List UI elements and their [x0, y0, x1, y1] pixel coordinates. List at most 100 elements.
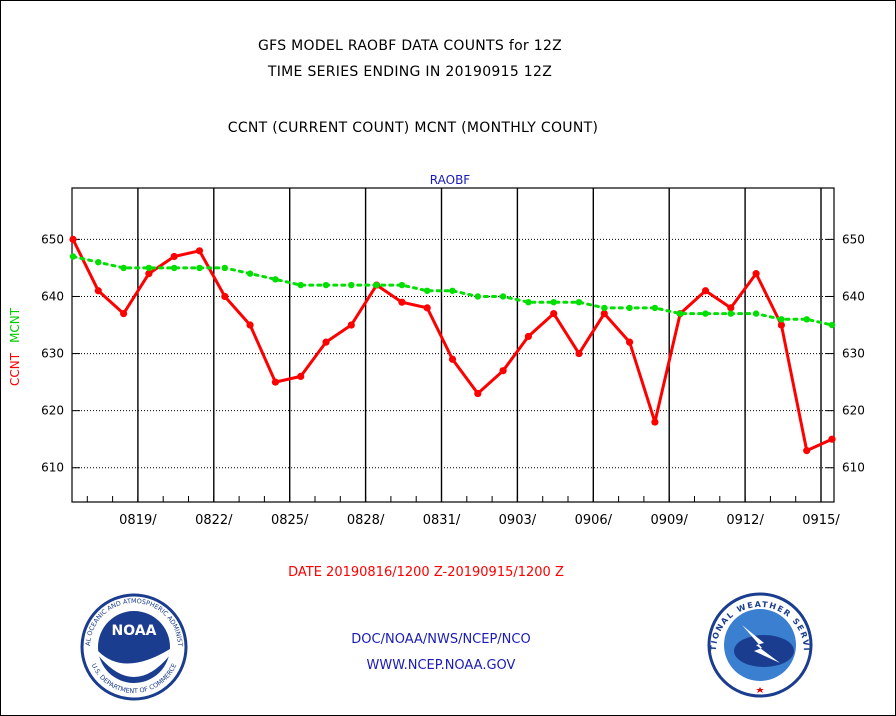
data-point-ccnt	[246, 321, 254, 329]
plot-title: RAOBF	[430, 173, 471, 187]
nws-ring-text: NATIONAL WEATHER SERVICE	[0, 0, 810, 652]
data-point-mcnt	[778, 316, 785, 323]
data-point-ccnt	[297, 372, 305, 380]
data-point-ccnt	[347, 321, 355, 329]
x-tick-label: 0819/	[119, 513, 157, 528]
x-tick-label: 0915/	[802, 513, 840, 528]
data-point-mcnt	[575, 298, 583, 306]
website-link[interactable]: WWW.NCEP.NOAA.GOV	[366, 658, 516, 673]
x-tick-label: 0825/	[271, 513, 309, 528]
y-tick-label-right: 630	[842, 347, 865, 361]
nws-star-icon	[756, 687, 764, 693]
data-point-ccnt	[626, 338, 634, 346]
grid-layer	[72, 188, 834, 502]
x-tick-label: 0831/	[423, 513, 461, 528]
noaa-ring-text: NATIONAL OCEANIC AND ATMOSPHERIC ADMINIS…	[0, 0, 184, 647]
series-layer	[69, 235, 836, 455]
noaa-logo-bird	[114, 651, 156, 661]
x-tick-label: 0822/	[195, 513, 233, 528]
x-tick-label: 0912/	[726, 513, 764, 528]
data-point-mcnt	[525, 298, 532, 306]
noaa-logo-wave	[98, 649, 170, 677]
y-tick-label-left: 610	[41, 461, 64, 475]
y-tick-label-left: 630	[41, 347, 64, 361]
data-point-mcnt	[297, 281, 304, 289]
data-point-ccnt	[271, 378, 279, 386]
x-axis-date-range-label: DATE 20190816/1200 Z-20190915/1200 Z	[288, 565, 564, 580]
data-point-ccnt	[752, 270, 760, 278]
x-tick-label: 0909/	[650, 513, 688, 528]
data-point-mcnt	[246, 270, 254, 277]
data-point-mcnt	[474, 293, 481, 300]
y-tick-label-right: 640	[842, 289, 865, 303]
data-point-ccnt	[423, 304, 431, 312]
data-point-ccnt	[828, 435, 836, 443]
y-tick-label-left: 650	[41, 232, 64, 246]
y-tick-label-left: 620	[41, 404, 64, 418]
data-point-mcnt	[626, 304, 633, 312]
data-point-mcnt	[398, 281, 406, 289]
data-point-ccnt	[575, 349, 583, 358]
data-point-ccnt	[120, 310, 128, 318]
y-axis-label-ccnt: CCNT	[8, 352, 22, 386]
data-point-mcnt	[171, 264, 178, 272]
data-point-ccnt	[474, 389, 482, 398]
data-point-mcnt	[95, 259, 102, 266]
data-point-ccnt	[69, 235, 77, 243]
data-point-ccnt	[701, 287, 710, 295]
chart-subtitle: CCNT (CURRENT COUNT) MCNT (MONTHLY COUNT…	[227, 120, 599, 136]
data-point-mcnt	[727, 310, 734, 317]
data-point-mcnt	[601, 304, 608, 312]
data-point-ccnt	[499, 367, 507, 375]
y-tick-label-left: 640	[41, 289, 64, 303]
noaa-logo-text: NOAA	[112, 623, 157, 639]
data-point-mcnt	[550, 298, 557, 306]
y-tick-label-right: 620	[842, 404, 865, 418]
nws-lightning-icon	[742, 625, 780, 663]
data-point-mcnt	[752, 310, 760, 317]
labels-layer: 610 610 620 620 630 630 640 640 650 650 0819/0822/…	[8, 173, 865, 528]
data-point-ccnt	[221, 292, 229, 301]
data-point-mcnt	[702, 310, 709, 317]
data-point-ccnt	[448, 355, 457, 363]
data-point-mcnt	[803, 316, 810, 323]
data-point-ccnt	[777, 321, 786, 329]
data-point-mcnt	[145, 264, 153, 272]
data-point-ccnt	[600, 310, 608, 318]
data-point-mcnt	[499, 293, 507, 300]
data-point-mcnt	[272, 276, 279, 283]
logos: NOAANATIONAL OCEANIC AND ATMOSPHERIC ADM…	[0, 0, 813, 701]
data-point-ccnt	[550, 310, 558, 318]
data-point-mcnt	[196, 264, 203, 272]
data-point-ccnt	[524, 332, 533, 341]
y-axis-label-mcnt: MCNT	[8, 307, 22, 343]
x-tick-label: 0903/	[499, 513, 537, 528]
data-point-ccnt	[94, 287, 102, 295]
data-point-ccnt	[170, 252, 178, 261]
data-point-mcnt	[69, 253, 77, 260]
y-axis-label: CCNT MCNT	[8, 307, 22, 386]
data-point-mcnt	[828, 321, 836, 329]
data-point-mcnt	[651, 304, 659, 312]
data-point-ccnt	[145, 270, 153, 278]
data-point-mcnt	[120, 264, 127, 272]
data-point-mcnt	[677, 310, 684, 317]
data-point-mcnt	[322, 281, 330, 289]
axes-layer	[71, 187, 835, 503]
data-point-ccnt	[651, 418, 659, 426]
data-point-mcnt	[424, 287, 431, 294]
x-tick-label: 0828/	[347, 513, 385, 528]
agency-label: DOC/NOAA/NWS/NCEP/NCO	[351, 632, 531, 647]
data-point-mcnt	[221, 264, 228, 272]
plot-frame	[71, 187, 835, 503]
chart-title-line-1: GFS MODEL RAOBF DATA COUNTS for 12Z	[257, 38, 563, 54]
y-tick-label-right: 610	[842, 461, 865, 475]
data-point-mcnt	[373, 281, 380, 289]
data-point-ccnt	[398, 298, 406, 306]
data-point-ccnt	[322, 338, 330, 346]
series-line-ccnt	[71, 237, 834, 453]
data-point-ccnt	[195, 247, 204, 255]
x-tick-label: 0906/	[575, 513, 613, 528]
data-point-mcnt	[348, 281, 355, 289]
